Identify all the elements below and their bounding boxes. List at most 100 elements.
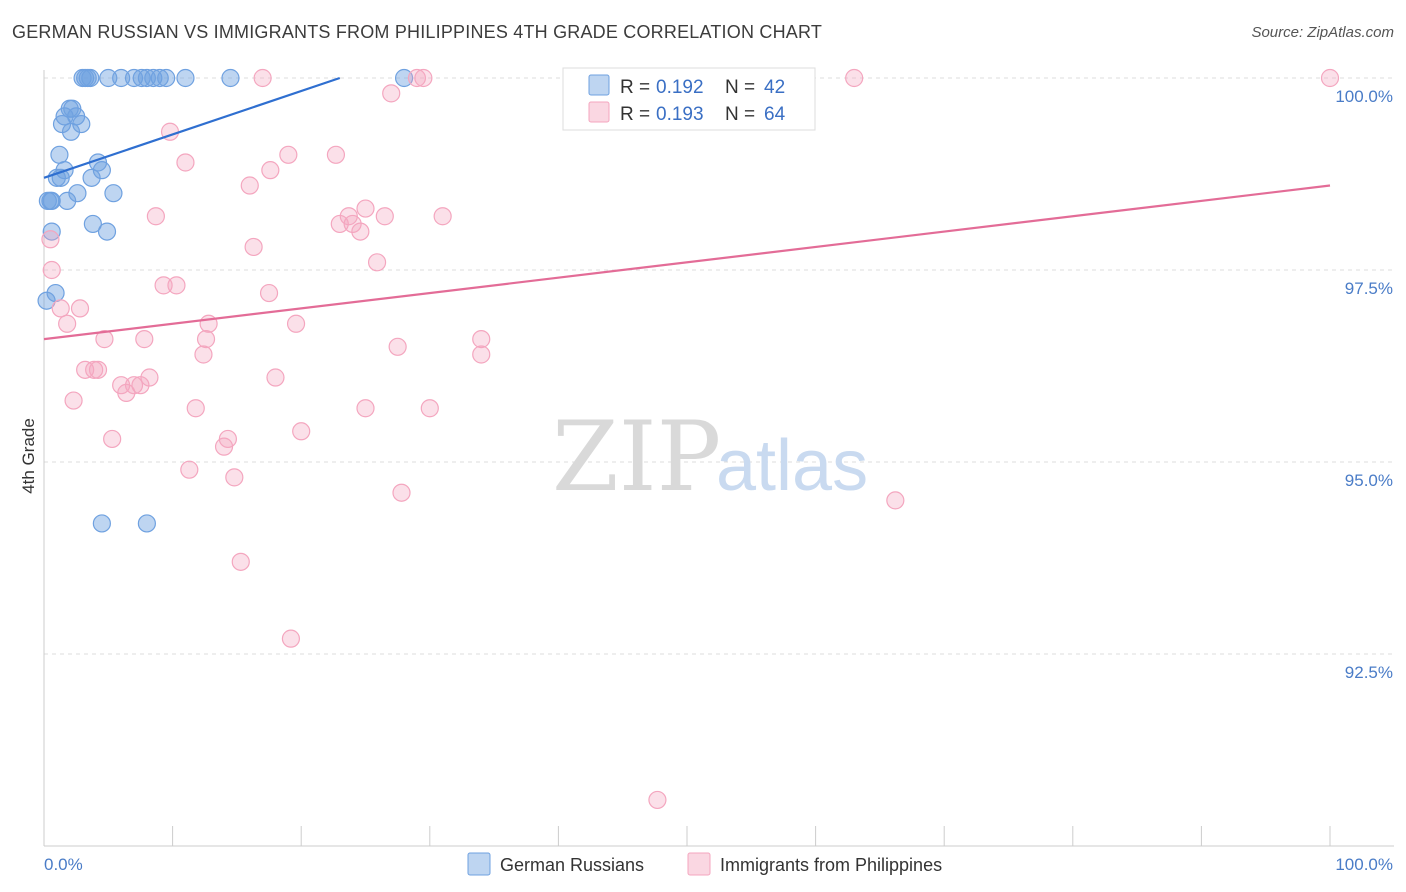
german-russian-point (83, 214, 102, 234)
german-russian-point (78, 68, 97, 88)
german-russian-point (58, 191, 77, 210)
philippines-point (259, 283, 279, 303)
german-russian-point (221, 68, 240, 88)
chart-title: GERMAN RUSSIAN VS IMMIGRANTS FROM PHILIP… (12, 22, 823, 42)
german-russian-point (150, 68, 169, 88)
philippines-point (225, 468, 244, 487)
philippines-point (124, 376, 144, 395)
philippines-point (95, 330, 114, 349)
legend-n-value-2: 64 (764, 104, 786, 125)
german-russian-point (97, 222, 117, 241)
legend-n-label-2: N = (725, 104, 755, 125)
x-tick-label-min: 0.0% (44, 855, 83, 874)
y-tick-label: 100.0% (1335, 87, 1393, 106)
philippines-trend-line (43, 184, 1331, 341)
philippines-point (231, 552, 250, 571)
bottom-legend-german-russians: German Russians (500, 855, 644, 875)
philippines-point (388, 337, 407, 356)
german-russian-point (394, 68, 414, 88)
philippines-point (103, 429, 122, 449)
philippines-point (51, 299, 70, 318)
philippines-point (266, 368, 285, 387)
data-points (37, 68, 1340, 810)
y-tick-label: 95.0% (1345, 471, 1393, 490)
philippines-point (339, 207, 358, 226)
german-russian-point (50, 145, 69, 164)
philippines-point (146, 207, 165, 226)
philippines-point (240, 176, 259, 195)
philippines-point (253, 68, 272, 88)
german-russian-trend-line (43, 76, 341, 179)
axes (43, 70, 1394, 847)
philippines-point (214, 437, 234, 456)
legend-r-value-1: 0.192 (656, 77, 704, 98)
philippines-point (58, 314, 77, 333)
bottom-legend-swatch-philippines (687, 852, 711, 876)
philippines-point (186, 399, 205, 418)
german-russian-point (137, 68, 156, 88)
y-tick-label: 92.5% (1345, 663, 1393, 682)
philippines-point (392, 483, 411, 502)
y-tick-label: 97.5% (1345, 279, 1393, 298)
philippines-point (279, 145, 298, 164)
legend-r-label-1: R = (620, 77, 650, 98)
german-russian-point (42, 191, 61, 210)
philippines-point (1320, 68, 1340, 88)
philippines-point (648, 790, 667, 810)
philippines-point (244, 237, 263, 257)
philippines-point (140, 368, 159, 387)
german-russian-point (72, 114, 91, 134)
german-russian-point (124, 68, 144, 88)
german-russian-point (176, 68, 195, 88)
philippines-point (88, 360, 108, 379)
german-russian-point (47, 168, 66, 187)
philippines-point (41, 230, 60, 249)
bottom-legend-swatch-german-russians (467, 852, 491, 876)
german-russian-point (42, 222, 61, 241)
philippines-point (414, 68, 433, 88)
philippines-point (85, 360, 104, 379)
philippines-point (326, 145, 346, 164)
german-russian-point (99, 68, 118, 88)
legend-n-value-1: 42 (764, 77, 785, 98)
x-tick-label-max: 100.0% (1335, 855, 1393, 874)
watermark-atlas: atlas (716, 426, 868, 506)
trend-lines (43, 76, 1331, 341)
german-russian-point (104, 184, 123, 203)
philippines-point (472, 330, 491, 349)
philippines-point (292, 422, 311, 441)
philippines-point (420, 399, 439, 418)
philippines-point (375, 207, 394, 226)
bottom-legend-philippines: Immigrants from Philippines (720, 855, 942, 875)
legend-r-value-2: 0.193 (656, 104, 704, 125)
philippines-point (196, 330, 216, 349)
german-russian-point (68, 184, 87, 203)
german-russian-point (137, 514, 156, 533)
philippines-point (472, 345, 491, 364)
philippines-point (281, 629, 301, 648)
y-axis-label: 4th Grade (19, 418, 38, 494)
watermark-zip: ZIP (552, 401, 721, 513)
philippines-point (70, 299, 90, 318)
philippines-point (135, 330, 154, 349)
philippines-point (356, 199, 375, 218)
german-russian-point (112, 68, 131, 88)
y-tick-labels: 100.0% 97.5% 95.0% 92.5% (1335, 87, 1393, 682)
legend-swatch-german-russians (588, 74, 610, 96)
legend-swatch-philippines (588, 101, 610, 123)
german-russian-point (82, 168, 101, 187)
philippines-point (167, 276, 186, 295)
philippines-point (64, 391, 83, 410)
philippines-point (154, 276, 173, 295)
correlation-legend: R = 0.192 N = 42 R = 0.193 N = 64 (562, 67, 816, 131)
philippines-point (407, 68, 427, 88)
philippines-point (886, 491, 905, 510)
philippines-point (845, 68, 864, 88)
german-russian-point (144, 68, 163, 88)
philippines-point (180, 460, 199, 479)
philippines-point (356, 399, 375, 418)
source-label: Source: ZipAtlas.com (1251, 24, 1394, 41)
german-russian-point (61, 122, 81, 141)
german-russian-point (92, 161, 111, 180)
